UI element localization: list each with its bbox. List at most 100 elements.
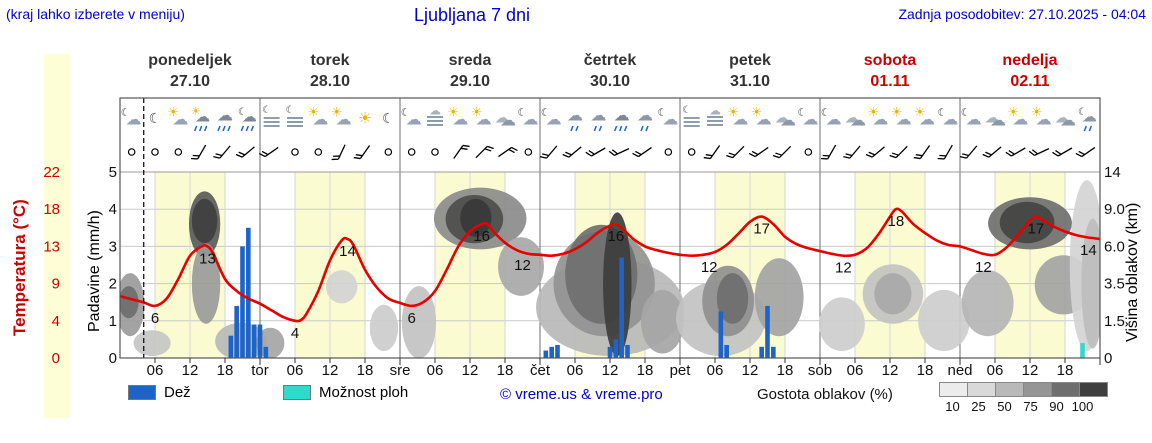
svg-text:pet: pet — [670, 362, 692, 379]
svg-text:☾: ☾ — [238, 107, 247, 118]
svg-text:☾: ☾ — [121, 106, 131, 119]
svg-text:6: 6 — [407, 310, 415, 327]
svg-text:☁: ☁ — [336, 110, 352, 129]
scale-value: 10 — [945, 399, 960, 414]
wind-barb — [562, 146, 582, 158]
temperature-line — [120, 207, 1100, 323]
svg-text:3.5: 3.5 — [1104, 276, 1125, 293]
svg-text:☁: ☁ — [406, 110, 422, 129]
page-title: Ljubljana 7 dni — [413, 5, 531, 25]
svg-text:☁: ☁ — [452, 110, 468, 129]
wind-barb — [865, 146, 885, 158]
svg-text:☁: ☁ — [522, 110, 538, 129]
svg-text:☀: ☀ — [1008, 106, 1020, 121]
cloud-density-scale: 10 25 50 75 90 100 — [939, 382, 1108, 414]
wind-barb — [726, 145, 745, 159]
wind-barbs-row — [127, 144, 1096, 161]
svg-text:06: 06 — [847, 362, 864, 379]
svg-text:18: 18 — [917, 362, 934, 379]
cloud-icon: ☁☁ — [845, 109, 867, 130]
svg-text:☁: ☁ — [242, 108, 257, 126]
rain-icon: ☁ — [614, 106, 630, 132]
svg-text:☁: ☁ — [1082, 108, 1097, 126]
svg-text:☁: ☁ — [172, 110, 188, 129]
svg-text:13: 13 — [199, 250, 216, 267]
cloud-moon-icon: ☾☁ — [657, 106, 678, 129]
time-axis: 06 12 18 tor 06 12 18 sre 06 12 18 čet 06 12 18 pet 06 12… — [147, 358, 1101, 379]
rain-moon-icon: ☾☁ — [238, 107, 257, 132]
svg-text:18: 18 — [43, 201, 60, 218]
svg-text:6: 6 — [151, 310, 159, 327]
sun-cloud-icon: ☀☁ — [891, 106, 912, 129]
svg-text:4: 4 — [52, 313, 60, 330]
svg-text:☀: ☀ — [914, 106, 926, 121]
day-name: petek — [729, 52, 771, 69]
sun-cloud-icon: ☀☁ — [168, 106, 189, 129]
wind-barb — [608, 148, 630, 156]
svg-text:☀: ☀ — [471, 106, 483, 121]
svg-text:☾: ☾ — [1078, 107, 1087, 118]
calm-circle — [174, 148, 183, 156]
svg-text:4: 4 — [109, 201, 117, 218]
scale-cell — [1051, 382, 1080, 397]
svg-text:9.0: 9.0 — [1104, 201, 1125, 218]
day-name: nedelja — [1002, 52, 1058, 69]
scale-cell — [995, 382, 1024, 397]
showers-swatch — [283, 385, 311, 400]
day-date: 01.11 — [870, 73, 910, 90]
cloud-icon: ☁☁ — [1055, 109, 1077, 130]
svg-text:☀: ☀ — [358, 109, 372, 128]
svg-text:06: 06 — [427, 362, 444, 379]
cloud-density-scale-labels: 10 25 50 75 90 100 — [940, 399, 1108, 414]
wind-barb — [453, 144, 470, 159]
sun-cloud-icon: ☀☁ — [331, 106, 352, 129]
rain-bar — [724, 344, 729, 358]
rain-bar — [234, 305, 239, 358]
sun-icon: ☀ — [358, 109, 372, 128]
svg-text:5: 5 — [109, 164, 117, 181]
moon-icon: ☾ — [382, 111, 395, 127]
rain-swatch — [128, 385, 156, 400]
rain-bar — [607, 346, 613, 358]
day-date: 27.10 — [169, 73, 211, 90]
day-header-thursday: četrtek 30.10 — [540, 50, 680, 92]
svg-text:☁: ☁ — [990, 111, 1006, 130]
day-header-sunday: nedelja 02.11 — [960, 50, 1100, 92]
copyright-link[interactable]: © vreme.us & vreme.pro — [500, 386, 663, 403]
menu-hint-text: (kraj lahko izberete v meniju) — [6, 6, 185, 22]
svg-text:12: 12 — [975, 259, 992, 276]
cloud-cover-areas — [120, 180, 1100, 358]
wind-barb — [632, 146, 652, 158]
rain-bar — [257, 324, 263, 358]
rain-bar — [765, 305, 770, 358]
svg-text:☁: ☁ — [919, 110, 935, 129]
cloud-moon-icon: ☾☁ — [961, 106, 982, 129]
wind-barb — [889, 145, 908, 159]
svg-text:06: 06 — [147, 362, 164, 379]
svg-text:☀: ☀ — [448, 106, 460, 121]
day-date: 02.11 — [1010, 73, 1050, 90]
sun-cloud-icon: ☀☁ — [868, 106, 889, 129]
cloud-height-axis-title: Višina oblakov (km) — [1124, 202, 1141, 342]
svg-text:☁: ☁ — [780, 111, 796, 130]
svg-text:tor: tor — [251, 362, 269, 379]
svg-text:12: 12 — [602, 362, 619, 379]
rain-bar — [240, 246, 245, 358]
svg-text:čet: čet — [530, 362, 551, 379]
svg-text:6.0: 6.0 — [1104, 238, 1125, 255]
scale-cell — [1079, 382, 1108, 397]
scale-value: 90 — [1049, 399, 1064, 414]
precipitation-axis-title: Padavine (mm/h) — [86, 210, 103, 332]
day-name: torek — [310, 52, 350, 69]
calm-circle — [291, 148, 299, 156]
svg-text:9: 9 — [52, 276, 60, 293]
wind-barb — [190, 144, 207, 160]
svg-text:18: 18 — [637, 362, 654, 379]
day-header-friday: petek 31.10 — [680, 50, 820, 92]
rain-bar — [625, 344, 630, 358]
svg-text:14: 14 — [1080, 242, 1097, 259]
wind-barb — [937, 144, 953, 160]
cloud-moon-icon: ☾☁ — [517, 106, 538, 129]
svg-text:☾: ☾ — [382, 111, 395, 127]
svg-text:☀: ☀ — [728, 106, 740, 121]
